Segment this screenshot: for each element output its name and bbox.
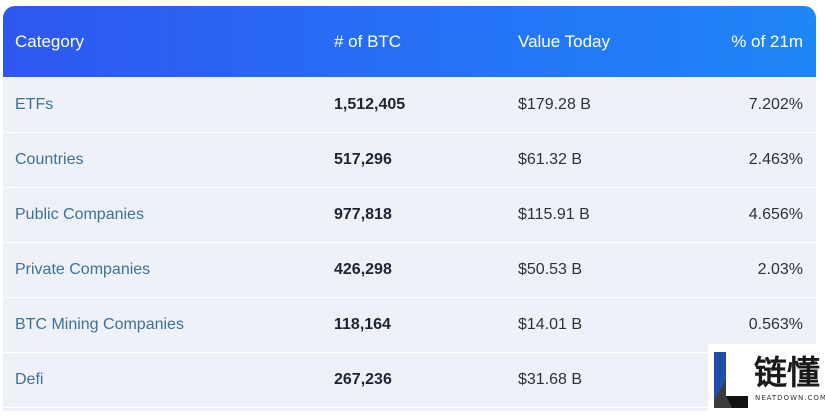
value-cell: $14.01 B <box>518 316 583 333</box>
btc-count-cell: 1,512,405 <box>334 96 406 113</box>
category-cell[interactable]: Private Companies <box>15 261 151 278</box>
header-category[interactable]: Category <box>15 31 84 51</box>
table-row[interactable]: Public Companies 977,818 $115.91 B 4.656… <box>3 188 816 243</box>
watermark-logo: 链懂 NEATDOWN.COM <box>708 344 825 416</box>
header-btc-count[interactable]: # of BTC <box>334 31 402 51</box>
watermark-text: 链懂 <box>754 353 820 392</box>
table-body: ETFs 1,512,405 $179.28 B 7.202% Countrie… <box>3 78 816 408</box>
category-cell[interactable]: Defi <box>15 371 44 388</box>
table-header-row: Category # of BTC Value Today % of 21m <box>3 6 816 77</box>
bitcoin-holdings-table: Category # of BTC Value Today % of 21m E… <box>3 6 816 411</box>
category-cell[interactable]: BTC Mining Companies <box>15 316 184 333</box>
value-cell: $50.53 B <box>518 261 583 278</box>
watermark-subtext: NEATDOWN.COM <box>755 394 825 402</box>
value-cell: $115.91 B <box>518 206 590 223</box>
percent-cell: 0.563% <box>748 316 803 333</box>
table-row[interactable]: ETFs 1,512,405 $179.28 B 7.202% <box>3 78 816 133</box>
percent-cell: 2.03% <box>757 261 803 278</box>
btc-count-cell: 267,236 <box>334 371 392 388</box>
btc-count-cell: 517,296 <box>334 151 392 168</box>
header-percent-of-21m[interactable]: % of 21m <box>731 31 803 51</box>
value-cell: $61.32 B <box>518 151 583 168</box>
table-row[interactable]: Private Companies 426,298 $50.53 B 2.03% <box>3 243 816 298</box>
btc-count-cell: 977,818 <box>334 206 392 223</box>
category-cell[interactable]: Countries <box>15 151 84 168</box>
table-row[interactable]: Defi 267,236 $31.68 B <box>3 353 816 408</box>
l-logo-icon <box>714 352 748 408</box>
percent-cell: 2.463% <box>748 151 803 168</box>
percent-cell: 7.202% <box>748 96 803 113</box>
btc-count-cell: 426,298 <box>334 261 392 278</box>
header-value-today[interactable]: Value Today <box>518 31 610 51</box>
table-row[interactable]: BTC Mining Companies 118,164 $14.01 B 0.… <box>3 298 816 353</box>
category-cell[interactable]: ETFs <box>15 96 54 113</box>
table-row[interactable]: Countries 517,296 $61.32 B 2.463% <box>3 133 816 188</box>
percent-cell: 4.656% <box>748 206 803 223</box>
btc-count-cell: 118,164 <box>334 316 391 333</box>
category-cell[interactable]: Public Companies <box>15 206 144 223</box>
value-cell: $179.28 B <box>518 96 591 113</box>
value-cell: $31.68 B <box>518 371 583 388</box>
